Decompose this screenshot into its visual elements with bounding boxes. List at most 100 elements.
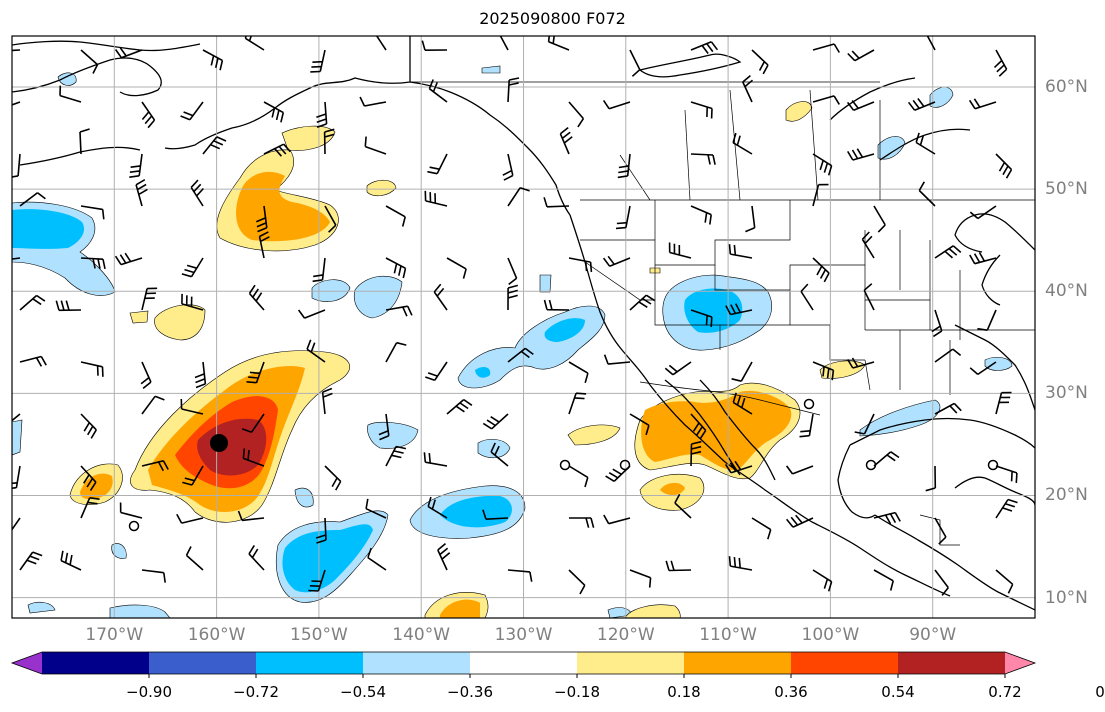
wind-barb-icon [315, 517, 327, 544]
wind-barb-icon [847, 49, 875, 62]
colorbar [10, 651, 1037, 678]
wind-barb-icon [725, 303, 753, 316]
wind-barb-icon [202, 49, 224, 71]
wind-barb-icon [993, 49, 1008, 77]
negative-anomaly-area [929, 86, 954, 108]
positive-anomaly-core [80, 473, 113, 500]
lon-tick-label: 100°W [801, 625, 860, 645]
wind-barb-icon [507, 257, 518, 286]
negative-anomaly-area [311, 279, 351, 302]
wind-barb-icon [931, 309, 943, 338]
wind-barb-icon [80, 205, 105, 220]
wind-barb-icon [423, 452, 448, 467]
wind-barb-icon [181, 257, 204, 278]
wind-barb-icon [59, 85, 82, 103]
wind-barb-icon [248, 284, 265, 311]
wind-barb-icon [969, 252, 997, 265]
positive-anomaly-area [567, 424, 621, 446]
wind-barb-icon [367, 547, 387, 571]
wind-barb-icon [665, 560, 692, 572]
wind-barb-icon [321, 387, 333, 415]
wind-barb-icon [141, 101, 156, 129]
wind-barb-icon [847, 148, 875, 161]
wind-barb-icon [182, 465, 204, 486]
wind-barb-icon [55, 300, 82, 312]
wind-barb-icon [359, 96, 387, 107]
wind-barb-icon [312, 257, 326, 283]
wind-barb-icon [324, 465, 342, 491]
wind-barb-icon [934, 348, 962, 363]
colorbar-segment [470, 652, 577, 674]
wind-barb-icon [934, 517, 947, 545]
wind-barb-icon [907, 98, 936, 111]
wind-barb-icon [499, 36, 509, 51]
wind-barb-icon [19, 192, 46, 207]
colorbar-segment [363, 652, 470, 674]
wind-barb-icon [141, 460, 169, 472]
positive-anomaly-area [281, 125, 336, 151]
wind-barb-icon [568, 361, 589, 384]
colorbar-tick-label: −0.90 [126, 683, 172, 701]
wind-barb-icon [385, 305, 413, 317]
colorbar-tick-label: 0.18 [667, 683, 701, 701]
wind-barb-icon [690, 101, 713, 119]
wind-barb-icon [60, 550, 82, 571]
negative-anomaly-area [109, 604, 171, 618]
colorbar-segment [577, 652, 684, 674]
wind-barb-icon [316, 101, 328, 128]
wind-barb-icon [246, 361, 265, 384]
negative-anomaly-core [12, 209, 85, 249]
positive-anomaly-area [129, 310, 149, 324]
wind-barb-icon [324, 205, 337, 233]
positive-anomaly-core [641, 390, 792, 471]
wind-barb-icon [427, 496, 448, 519]
positive-anomaly-core [440, 599, 480, 618]
wind-barb-icon [129, 153, 143, 178]
negative-anomaly-area [12, 419, 23, 456]
wind-barb-icon [12, 413, 21, 422]
wind-barb-icon [19, 355, 47, 367]
wind-barb-icon [306, 339, 326, 363]
negative-anomaly-core [282, 524, 373, 593]
negative-anomaly-area [539, 274, 552, 293]
negative-anomaly-area [353, 275, 403, 319]
colorbar-segment [791, 652, 898, 674]
negative-anomaly-core [475, 367, 491, 378]
wind-barb-icon [742, 74, 754, 103]
negative-anomaly-area [367, 421, 419, 449]
wind-barb-icon [19, 551, 43, 571]
wind-barb-icon [728, 244, 753, 259]
colorbar-segment [256, 652, 363, 674]
wind-barb-icon [141, 569, 166, 583]
wind-barb-icon [568, 465, 589, 488]
wind-barb-icon [925, 465, 937, 492]
wind-barb-icon [995, 465, 1018, 483]
colorbar-tick-label: −0.36 [447, 683, 493, 701]
wind-barb-icon [482, 413, 509, 430]
wind-barb-icon [421, 40, 448, 51]
wind-barb-icon [799, 413, 814, 438]
wind-barb-icon [180, 101, 204, 121]
calm-wind-icon [128, 520, 140, 532]
wind-barb-icon [847, 357, 875, 369]
negative-anomaly-core [544, 318, 585, 342]
wind-barb-icon [181, 293, 204, 311]
lat-tick-label: 40°N [1045, 281, 1088, 302]
wind-barb-icon [690, 153, 716, 165]
wind-barb-icon [385, 445, 407, 467]
wind-barb-icon [446, 257, 467, 279]
wind-barb-icon [690, 309, 713, 328]
wind-barb-icon [385, 341, 407, 363]
wind-barb-icon [119, 502, 143, 519]
wind-barb-icon [629, 413, 650, 436]
wind-barb-icon [19, 294, 46, 311]
wind-barb-icon [568, 101, 585, 128]
wind-barb-icon [568, 392, 587, 415]
wind-barb-icon [323, 128, 335, 155]
wind-barb-icon [263, 101, 285, 123]
colorbar-tick-label: 0.36 [774, 683, 808, 701]
wind-barb-icon [141, 395, 165, 415]
wind-barb-icon [507, 77, 520, 103]
wind-barb-icon [812, 95, 840, 105]
